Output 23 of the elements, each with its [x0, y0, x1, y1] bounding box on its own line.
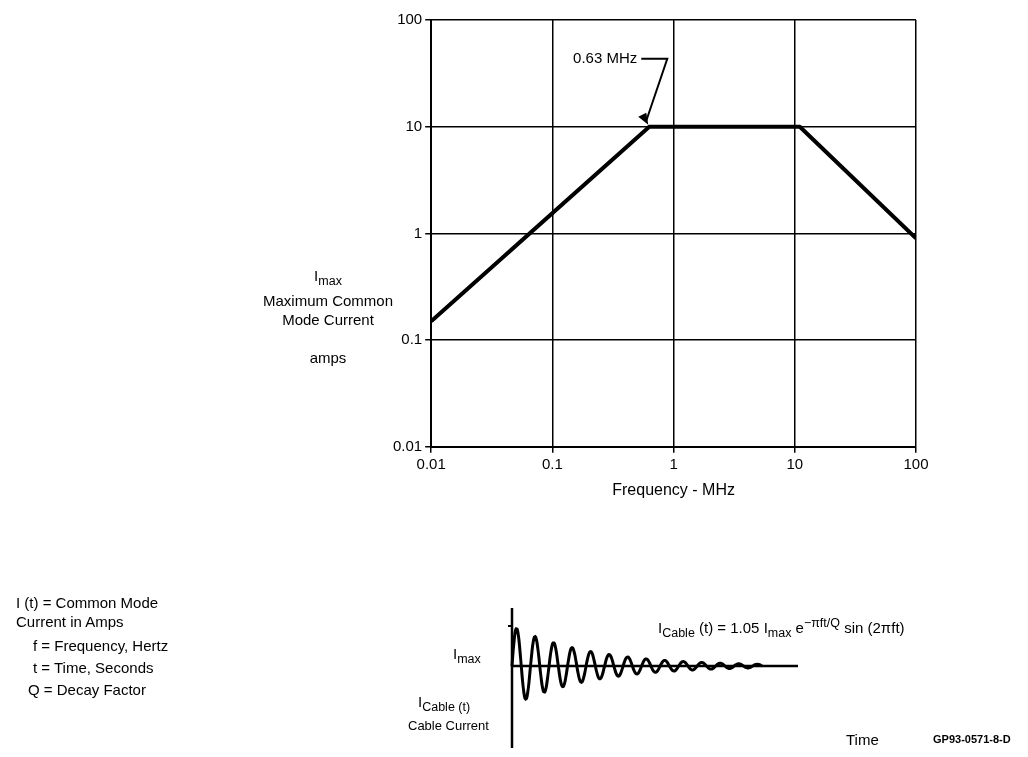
x-tick-label: 10: [786, 454, 804, 472]
y-tick-label: 10: [405, 116, 423, 134]
text: Cable Current: [408, 717, 489, 735]
x-tick-label: 0.01: [416, 454, 446, 472]
y-tick-label: 0.1: [401, 330, 423, 348]
x-tick-label: 100: [903, 454, 929, 472]
text: f = Frequency, Hertz: [33, 636, 169, 655]
y-tick-label: 100: [397, 10, 423, 28]
y-tick-label: 0.01: [392, 436, 423, 454]
annotation: 0.63 MHz: [573, 48, 638, 66]
x-tick-label: 0.1: [541, 454, 563, 472]
text: Time: [846, 730, 879, 749]
y-tick-label: 1: [413, 223, 423, 241]
text: I$_{max}$ Maximum Common Mode Current amps: [262, 267, 394, 366]
text: t = Time, Seconds: [33, 658, 154, 677]
x-axis-title: Frequency - MHz: [612, 480, 735, 498]
x-tick-label: 1: [669, 454, 678, 472]
text: I$_{Cable (t)}$: [418, 692, 471, 716]
text: Q = Decay Factor: [28, 680, 146, 699]
text: I (t) = Common Mode Current in Amps: [16, 593, 160, 631]
text: I$_{max}$: [453, 644, 481, 668]
text: GP93-0571-8-D: [933, 732, 1011, 747]
text: I$_{Cable}$ (t) = 1.05 I$_{max}$ e$^{−πft/Q}$ sin (2πft): [658, 615, 905, 642]
